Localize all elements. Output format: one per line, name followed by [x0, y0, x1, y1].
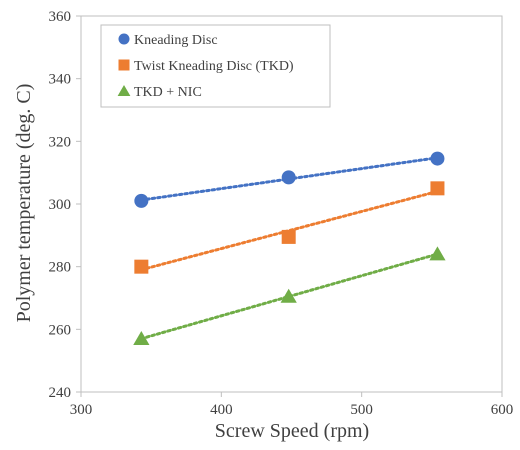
data-point-square — [134, 259, 149, 274]
data-point-triangle — [280, 288, 297, 303]
x-axis-label: Screw Speed (rpm) — [215, 420, 369, 442]
data-point-triangle — [133, 331, 150, 346]
y-tick-label: 360 — [49, 9, 72, 25]
legend-label: TKD + NIC — [134, 85, 202, 100]
axes: 300 400 500 600 240 260 280 300 320 340 360 — [49, 9, 514, 418]
legend-label: Twist Kneading Disc (TKD) — [134, 59, 294, 74]
legend-box — [100, 24, 331, 108]
data-point-square — [430, 181, 445, 196]
y-tick-label: 340 — [49, 72, 72, 88]
trendlines — [139, 156, 439, 341]
x-tick-label: 500 — [350, 402, 373, 418]
y-tick-label: 300 — [49, 197, 72, 213]
data-point-square — [281, 229, 296, 244]
x-tick-label: 400 — [210, 402, 233, 418]
x-tick-label: 300 — [70, 402, 93, 418]
legend-label: Kneading Disc — [134, 33, 218, 48]
legend-marker-square — [118, 59, 130, 71]
data-point-circle — [134, 193, 149, 208]
data-point-circle — [430, 151, 445, 166]
legend-marker-triangle — [117, 84, 131, 96]
x-tick-label: 600 — [491, 402, 514, 418]
y-tick-label: 280 — [49, 260, 72, 276]
y-tick-label: 320 — [49, 134, 72, 150]
y-tick-label: 240 — [49, 385, 72, 401]
data-point-triangle — [429, 246, 446, 261]
legend: Kneading Disc Twist Kneading Disc (TKD) TK… — [100, 24, 331, 108]
y-axis-label: Polymer temperature (deg. C) — [13, 84, 35, 323]
data-points — [133, 151, 446, 346]
data-point-circle — [281, 170, 296, 185]
y-tick-label: 260 — [49, 322, 72, 338]
legend-marker-circle — [118, 33, 130, 45]
